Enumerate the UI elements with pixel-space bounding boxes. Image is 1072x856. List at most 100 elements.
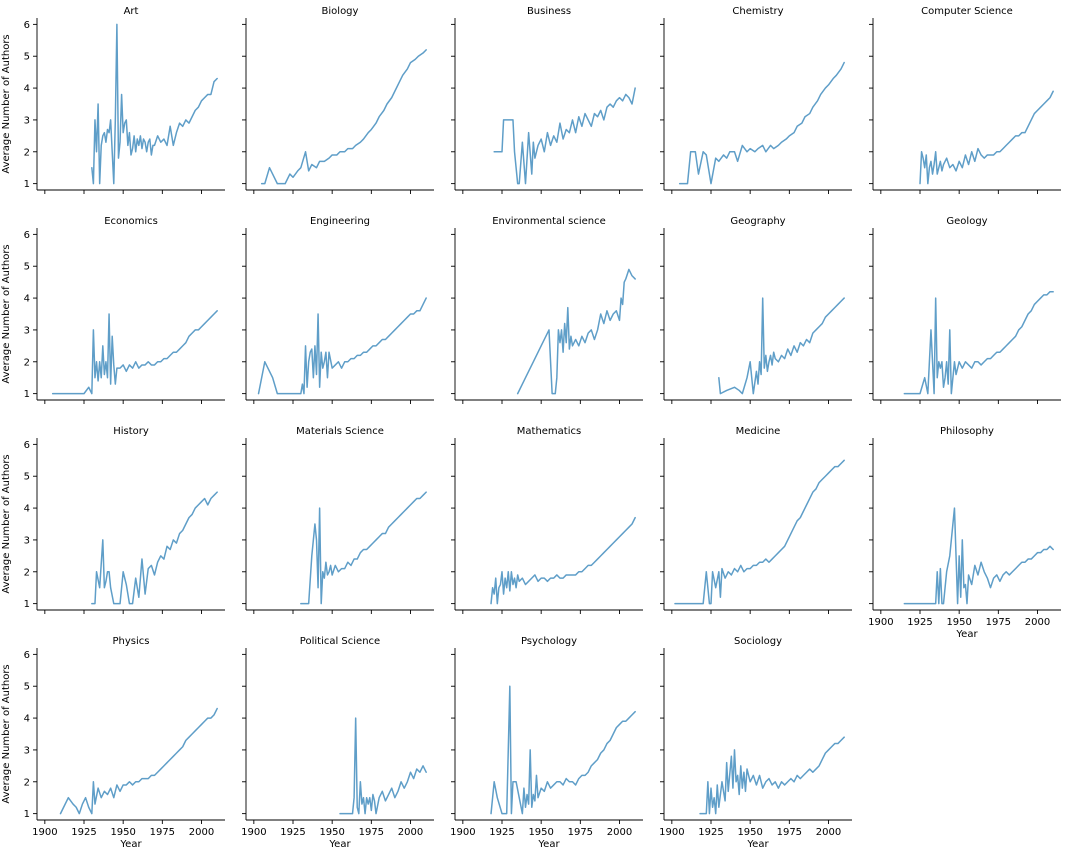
series-line <box>59 707 218 815</box>
x-tick-label: 1900 <box>450 827 475 838</box>
panel-title: Mathematics <box>517 426 581 437</box>
x-tick-label: 1950 <box>319 827 344 838</box>
y-tick-label: 5 <box>24 682 30 693</box>
series-line <box>919 90 1054 185</box>
facet-panel: Philosophy 1900 1925 1950 1975 2000 Year <box>868 426 1061 640</box>
facet-panel: Art 1 2 3 4 5 6 Average Number of Authors <box>1 6 225 194</box>
facet-panel: Economics 1 2 3 4 5 6 Average Number of Authors <box>1 216 225 404</box>
series-line <box>257 297 427 395</box>
x-tick-label: 1950 <box>110 827 135 838</box>
x-tick-label: 1925 <box>907 617 932 628</box>
x-tick-label: 1975 <box>150 827 175 838</box>
y-tick-label: 6 <box>24 20 30 31</box>
series-line <box>339 717 427 815</box>
y-tick-label: 2 <box>24 777 30 788</box>
series-line <box>490 516 636 605</box>
panel-title: Physics <box>113 636 150 647</box>
y-axis-label: Average Number of Authors <box>1 244 12 383</box>
facet-panel: Psychology 1900 1925 1950 1975 2000 Year <box>450 636 643 850</box>
series-line <box>678 61 845 185</box>
series-line <box>903 290 1054 395</box>
series-line <box>91 23 218 185</box>
x-tick-label: 1950 <box>528 827 553 838</box>
x-tick-label: 1900 <box>241 827 266 838</box>
facet-panel: Political Science 1900 1925 1950 1975 2000 Yea… <box>241 636 434 850</box>
x-tick-label: 1975 <box>359 827 384 838</box>
y-tick-label: 2 <box>24 147 30 158</box>
facet-panel: Physics 1 2 3 4 5 6 1900 1925 1950 1975 2000 Year Ave… <box>1 636 225 850</box>
panel-title: Geology <box>946 216 987 227</box>
x-tick-label: 2000 <box>1025 617 1050 628</box>
x-tick-label: 1900 <box>32 827 57 838</box>
facet-panel: Materials Science <box>242 426 434 614</box>
x-tick-label: 1925 <box>489 827 514 838</box>
y-tick-label: 1 <box>24 599 30 610</box>
facet-panel: Biology <box>242 6 434 194</box>
x-tick-label: 1975 <box>986 617 1011 628</box>
x-tick-label: 1925 <box>280 827 305 838</box>
y-tick-label: 6 <box>24 650 30 661</box>
y-axis-label: Average Number of Authors <box>1 664 12 803</box>
y-tick-label: 3 <box>24 325 30 336</box>
y-tick-label: 5 <box>24 52 30 63</box>
y-tick-label: 1 <box>24 179 30 190</box>
x-tick-label: 2000 <box>607 827 632 838</box>
series-line <box>51 310 218 395</box>
facet-panel: Business <box>451 6 643 194</box>
facet-panel: Chemistry <box>660 6 852 194</box>
panel-title: Engineering <box>310 216 370 227</box>
facet-panel: Sociology 1900 1925 1950 1975 2000 Year <box>659 636 852 850</box>
x-tick-label: 1925 <box>698 827 723 838</box>
y-tick-label: 6 <box>24 230 30 241</box>
x-axis-label: Year <box>955 629 978 640</box>
panel-title: Art <box>124 6 139 17</box>
panel-title: Computer Science <box>921 6 1013 17</box>
facet-panel: Geography <box>660 216 852 404</box>
y-tick-label: 3 <box>24 535 30 546</box>
series-line <box>718 297 845 395</box>
x-tick-label: 1900 <box>868 617 893 628</box>
facet-panel: Environmental science <box>451 216 643 404</box>
x-axis-label: Year <box>537 839 560 850</box>
series-line <box>260 49 427 185</box>
panel-title: Chemistry <box>732 6 783 17</box>
panel-title: Political Science <box>300 636 380 647</box>
panel-title: Geography <box>730 216 785 227</box>
series-line <box>493 87 636 185</box>
y-tick-label: 3 <box>24 115 30 126</box>
x-tick-label: 1975 <box>777 827 802 838</box>
y-tick-label: 5 <box>24 262 30 273</box>
panel-title: Economics <box>104 216 158 227</box>
y-axis-label: Average Number of Authors <box>1 454 12 593</box>
series-line <box>903 507 1054 605</box>
series-line <box>91 491 218 605</box>
y-tick-label: 1 <box>24 809 30 820</box>
panel-title: Psychology <box>521 636 577 647</box>
y-tick-label: 2 <box>24 357 30 368</box>
y-tick-label: 4 <box>24 504 30 515</box>
x-axis-label: Year <box>328 839 351 850</box>
facet-panel: Medicine <box>660 426 852 614</box>
y-tick-label: 3 <box>24 745 30 756</box>
series-line <box>516 268 636 395</box>
x-tick-label: 1975 <box>568 827 593 838</box>
x-tick-label: 2000 <box>816 827 841 838</box>
y-tick-label: 1 <box>24 389 30 400</box>
x-tick-label: 2000 <box>398 827 423 838</box>
series-line <box>300 491 427 605</box>
panel-title: Environmental science <box>492 216 606 227</box>
series-line <box>699 736 845 815</box>
facet-panel: Engineering <box>242 216 434 404</box>
y-tick-label: 4 <box>24 714 30 725</box>
y-tick-label: 5 <box>24 472 30 483</box>
x-tick-label: 2000 <box>189 827 214 838</box>
y-tick-label: 2 <box>24 567 30 578</box>
series-line <box>674 459 845 605</box>
y-tick-label: 4 <box>24 84 30 95</box>
y-tick-label: 6 <box>24 440 30 451</box>
x-tick-label: 1950 <box>737 827 762 838</box>
x-tick-label: 1950 <box>946 617 971 628</box>
panel-title: Business <box>527 6 571 17</box>
x-tick-label: 1925 <box>71 827 96 838</box>
